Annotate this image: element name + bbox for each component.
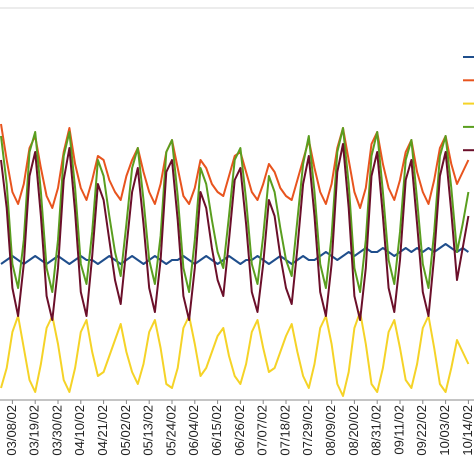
- x-tick-label: 07/07/02: [255, 405, 270, 456]
- x-tick-label: 10/14/02: [460, 405, 474, 456]
- x-tick-label: 03/08/02: [4, 405, 19, 456]
- x-tick-label: 06/26/02: [232, 405, 247, 456]
- x-tick-label: 05/02/02: [118, 405, 133, 456]
- x-tick-label: 07/18/02: [277, 405, 292, 456]
- x-tick-label: 10/03/02: [437, 405, 452, 456]
- x-tick-label: 08/09/02: [323, 405, 338, 456]
- x-tick-label: 03/30/02: [49, 405, 64, 456]
- x-tick-label: 04/21/02: [95, 405, 110, 456]
- x-tick-label: 05/24/02: [163, 405, 178, 456]
- x-tick-label: 08/31/02: [369, 405, 384, 456]
- x-tick-label: 07/29/02: [300, 405, 315, 456]
- x-tick-label: 09/11/02: [391, 405, 406, 455]
- series-line: [0, 311, 470, 397]
- x-tick-label: 04/10/02: [72, 405, 87, 456]
- x-tick-label: 03/19/02: [27, 405, 42, 456]
- series-line: [0, 143, 470, 321]
- x-tick-label: 09/22/02: [414, 405, 429, 456]
- x-tick-label: 06/15/02: [209, 405, 224, 456]
- x-tick-label: 05/13/02: [141, 405, 156, 456]
- x-tick-label: 08/20/02: [346, 405, 361, 456]
- series-line: [0, 123, 470, 209]
- x-tick-label: 06/04/02: [186, 405, 201, 456]
- series-line: [0, 127, 470, 293]
